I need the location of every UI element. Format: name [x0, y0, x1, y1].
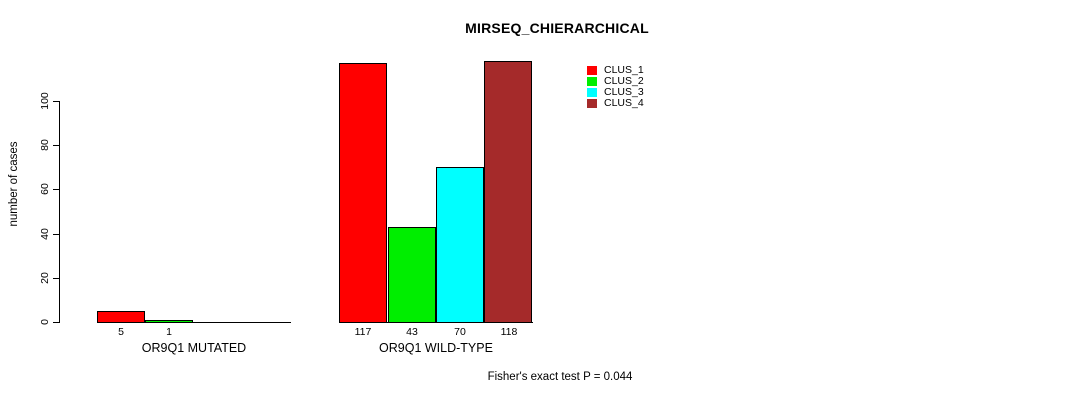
bar-value-label: 5 [118, 326, 124, 338]
legend-label: CLUS_2 [604, 75, 644, 87]
y-tick-label: 80 [39, 139, 51, 151]
category-label: OR9Q1 WILD-TYPE [379, 341, 493, 355]
y-tick-label: 0 [39, 319, 51, 325]
y-axis-tick [53, 189, 59, 190]
bar [388, 227, 436, 323]
bar-value-label: 1 [166, 326, 172, 338]
bar [484, 61, 532, 323]
legend-item: CLUS_1 [587, 65, 644, 76]
x-baseline [96, 322, 291, 323]
legend-label: CLUS_4 [604, 97, 644, 109]
annotation-text: Fisher's exact test P = 0.044 [487, 371, 633, 383]
legend: CLUS_1 CLUS_2 CLUS_3 CLUS_4 [587, 65, 644, 109]
bar [97, 311, 145, 323]
bar-value-label: 117 [354, 326, 372, 338]
legend-label: CLUS_1 [604, 64, 644, 76]
bar [145, 320, 193, 323]
y-axis-tick [53, 278, 59, 279]
legend-swatch [587, 88, 597, 97]
legend-swatch [587, 66, 597, 75]
y-axis-tick [53, 322, 59, 323]
category-label: OR9Q1 MUTATED [141, 341, 247, 355]
y-tick-label: 60 [39, 183, 51, 195]
y-axis-tick [53, 101, 59, 102]
bar-value-label: 118 [500, 326, 518, 338]
y-axis-tick [53, 234, 59, 235]
legend-swatch [587, 99, 597, 108]
bar [339, 63, 387, 323]
legend-item: CLUS_2 [587, 76, 644, 87]
y-tick-label: 40 [39, 228, 51, 240]
chart-title: MIRSEQ_CHIERARCHICAL [465, 20, 649, 36]
legend-item: CLUS_3 [587, 87, 644, 98]
y-tick-label: 20 [39, 272, 51, 284]
bar-value-label: 43 [406, 326, 418, 338]
legend-swatch [587, 77, 597, 86]
legend-label: CLUS_3 [604, 86, 644, 98]
legend-item: CLUS_4 [587, 98, 644, 109]
y-tick-label: 100 [39, 92, 51, 110]
y-axis-line [59, 101, 60, 323]
bar [436, 167, 484, 323]
bar-value-label: 70 [454, 326, 466, 338]
y-axis-tick [53, 145, 59, 146]
